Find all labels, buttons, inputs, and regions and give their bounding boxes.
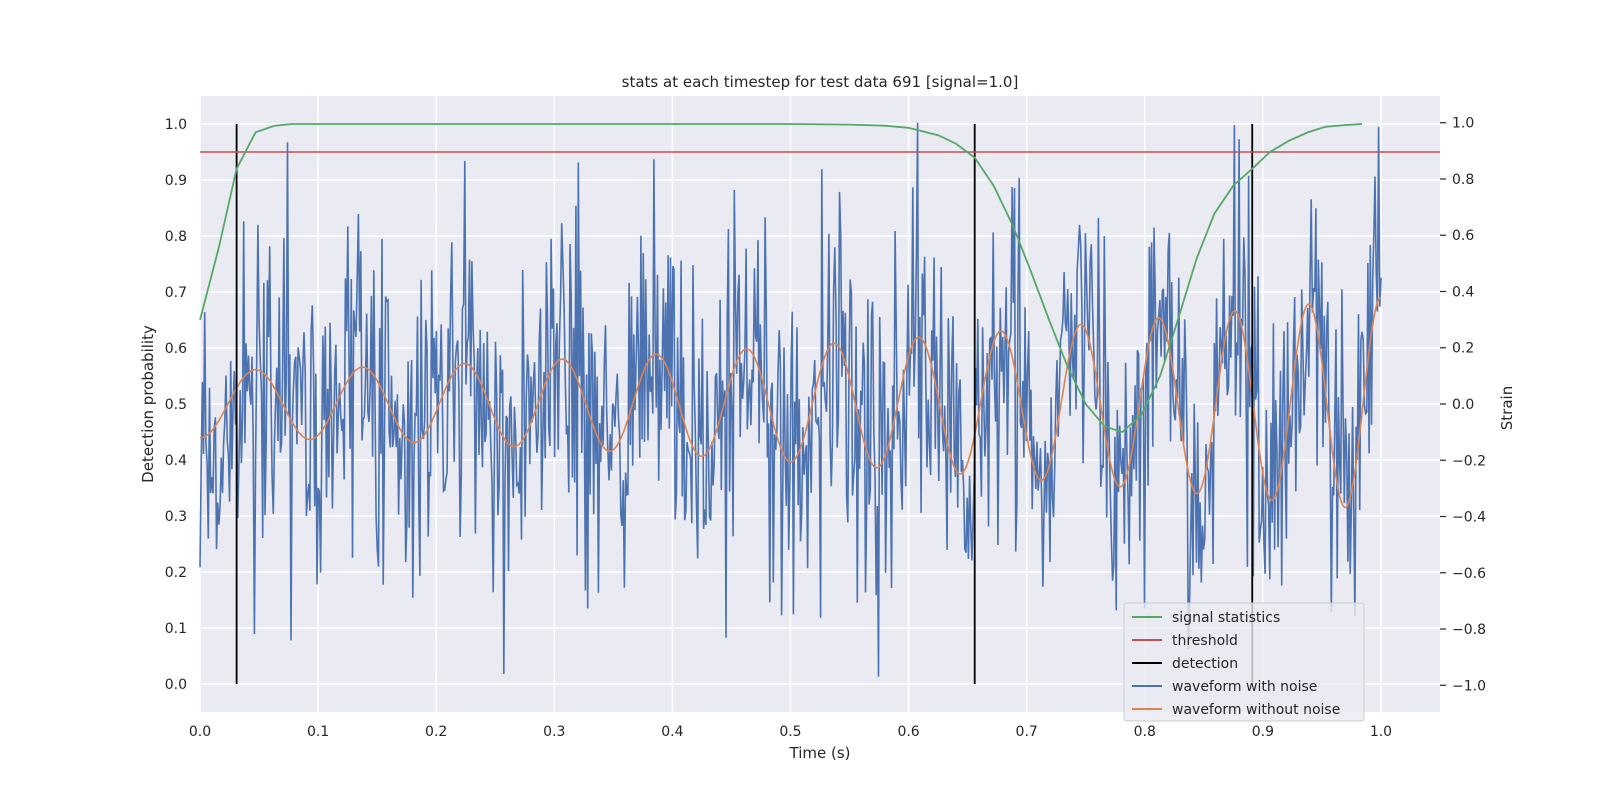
series-waveform-with-noise (199, 122, 1382, 677)
legend-label-signal-statistics: signal statistics (1172, 610, 1280, 626)
y-left-axis-label: Detection probability (139, 325, 157, 483)
y-right-axis-label: Strain (1498, 386, 1516, 430)
y-left-tick-label: 0.5 (165, 397, 187, 413)
x-tick-label: 0.2 (425, 724, 447, 740)
x-tick-label: 0.9 (1252, 724, 1274, 740)
y-right-tick-label: −1.0 (1452, 678, 1486, 694)
legend-label-threshold: threshold (1172, 633, 1238, 649)
y-right-tick-label: −0.8 (1452, 622, 1486, 638)
x-tick-label: 0.3 (543, 724, 565, 740)
y-left-tick-label: 0.7 (165, 285, 187, 301)
y-left-tick-label: 0.1 (165, 621, 187, 637)
x-tick-label: 0.6 (897, 724, 919, 740)
y-right-tick-label: 0.8 (1452, 172, 1474, 188)
waveform-with-noise-line (199, 122, 1382, 677)
x-tick-label: 1.0 (1370, 724, 1392, 740)
x-tick-label: 0.0 (189, 724, 211, 740)
legend-entry-detection: detection (1132, 656, 1238, 672)
y-left-tick-label: 0.8 (165, 229, 187, 245)
signal-statistics-line (199, 123, 1363, 434)
y-left-tick-label: 0.2 (165, 565, 187, 581)
series-signal-statistics (199, 123, 1363, 434)
x-tick-label: 0.8 (1134, 724, 1156, 740)
y-right-axis-ticks: −1.0 −0.8 −0.6 −0.4 −0.2 0.0 0.2 0.4 0.6 0.8 1.0 (1440, 116, 1486, 694)
legend-label-waveform-without-noise: waveform without noise (1172, 702, 1340, 718)
y-left-tick-label: 0.3 (165, 509, 187, 525)
y-left-tick-label: 0.4 (165, 453, 187, 469)
y-right-tick-label: 0.0 (1452, 397, 1474, 413)
y-left-tick-label: 1.0 (165, 117, 187, 133)
y-left-tick-label: 0.0 (165, 677, 187, 693)
y-right-tick-label: 1.0 (1452, 116, 1474, 132)
x-tick-label: 0.1 (307, 724, 329, 740)
legend: signal statistics threshold detection wa… (1123, 602, 1365, 722)
x-tick-label: 0.4 (661, 724, 683, 740)
x-tick-label: 0.5 (779, 724, 801, 740)
y-left-tick-label: 0.6 (165, 341, 187, 357)
legend-entry-waveform-with-noise: waveform with noise (1132, 679, 1317, 695)
x-axis-ticks: 0.0 0.1 0.2 0.3 0.4 0.5 0.6 0.7 0.8 0.9 1.0 (189, 724, 1392, 740)
y-right-tick-label: −0.6 (1452, 566, 1486, 582)
waveform-without-noise-line (199, 296, 1382, 509)
y-left-tick-label: 0.9 (165, 173, 187, 189)
legend-label-waveform-with-noise: waveform with noise (1172, 679, 1317, 695)
x-axis-label: Time (s) (789, 744, 851, 762)
legend-entry-threshold: threshold (1132, 633, 1238, 649)
y-right-tick-label: −0.4 (1452, 510, 1486, 526)
y-right-tick-label: 0.4 (1452, 284, 1474, 300)
y-right-tick-label: 0.2 (1452, 341, 1474, 357)
series-detection (235, 124, 1254, 684)
y-right-tick-label: 0.6 (1452, 228, 1474, 244)
y-right-tick-label: −0.2 (1452, 453, 1486, 469)
y-left-axis-ticks: 0.0 0.1 0.2 0.3 0.4 0.5 0.6 0.7 0.8 0.9 1.0 (165, 117, 187, 693)
legend-entry-waveform-without-noise: waveform without noise (1132, 702, 1340, 718)
chart-title: stats at each timestep for test data 691… (622, 73, 1019, 91)
legend-box (1123, 602, 1365, 722)
x-tick-label: 0.7 (1016, 724, 1038, 740)
legend-label-detection: detection (1172, 656, 1238, 672)
legend-entry-signal-statistics: signal statistics (1132, 610, 1280, 626)
series-waveform-without-noise (199, 296, 1382, 509)
